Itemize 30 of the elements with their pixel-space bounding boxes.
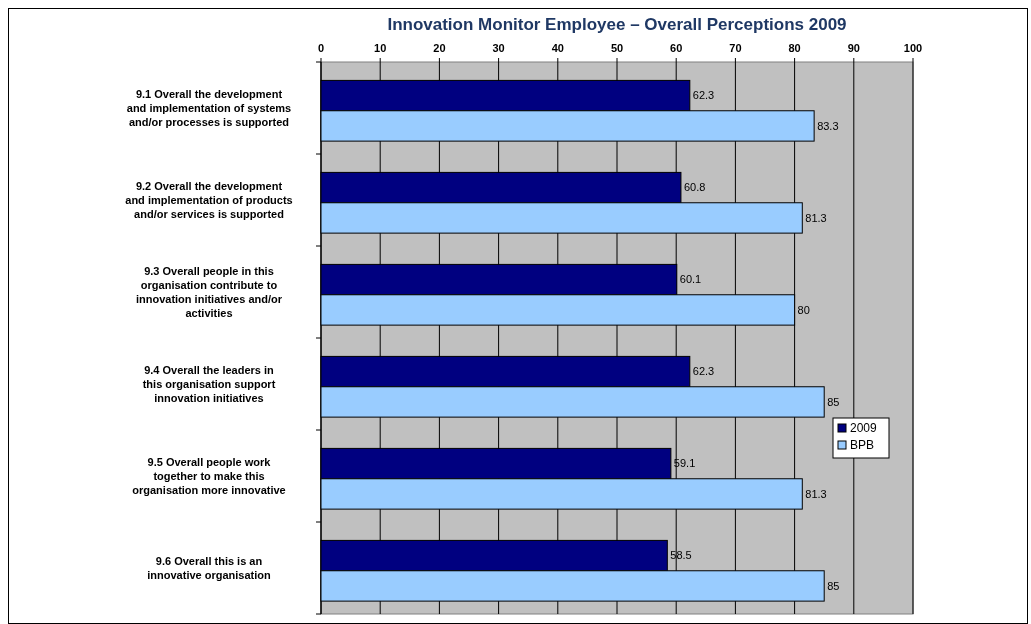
data-label: 62.3	[692, 365, 715, 378]
x-tick-label: 40	[551, 42, 564, 54]
data-label: 60.1	[679, 273, 702, 286]
y-tick-label: 9.4 Overall the leaders in this organisation support innovation initiatives	[142, 363, 276, 404]
chart-title: Innovation Monitor Employee – Overall Perceptions 2009	[387, 15, 847, 34]
y-tick-label: 9.1 Overall the development and implementation of systems and/or processes is supported	[126, 87, 292, 128]
x-tick-label: 100	[903, 42, 923, 54]
data-label: 81.3	[805, 211, 827, 224]
x-tick-label: 80	[788, 42, 801, 54]
y-tick-label: 9.3 Overall people in this organisation contribute to innovation initiatives and/or activities	[135, 264, 283, 319]
x-tick-label: 50	[610, 42, 624, 54]
x-tick-label: 20	[433, 42, 446, 54]
y-tick-label: 9.6 Overall this is an innovative organisation	[147, 554, 272, 581]
legend-label: BPB	[850, 438, 875, 453]
data-label: 83.3	[817, 119, 839, 132]
x-tick-label: 0	[317, 42, 325, 54]
legend-label: 2009	[850, 421, 878, 436]
x-tick-label: 70	[729, 42, 742, 54]
data-label: 85	[827, 579, 840, 592]
x-tick-label: 30	[492, 42, 505, 54]
y-tick-label: 9.5 Overall people work together to make this organisation more innovative	[132, 455, 286, 496]
data-label: 85	[827, 395, 840, 408]
x-tick-label: 90	[847, 42, 860, 54]
data-label: 80	[797, 303, 810, 316]
data-label: 60.8	[683, 181, 706, 194]
data-label: 81.3	[805, 487, 827, 500]
data-label: 62.3	[692, 89, 715, 102]
y-tick-label: 9.2 Overall the development and implementation of products and/or services is supported	[125, 179, 293, 220]
x-tick-label: 60	[670, 42, 683, 54]
x-tick-label: 10	[374, 42, 387, 54]
